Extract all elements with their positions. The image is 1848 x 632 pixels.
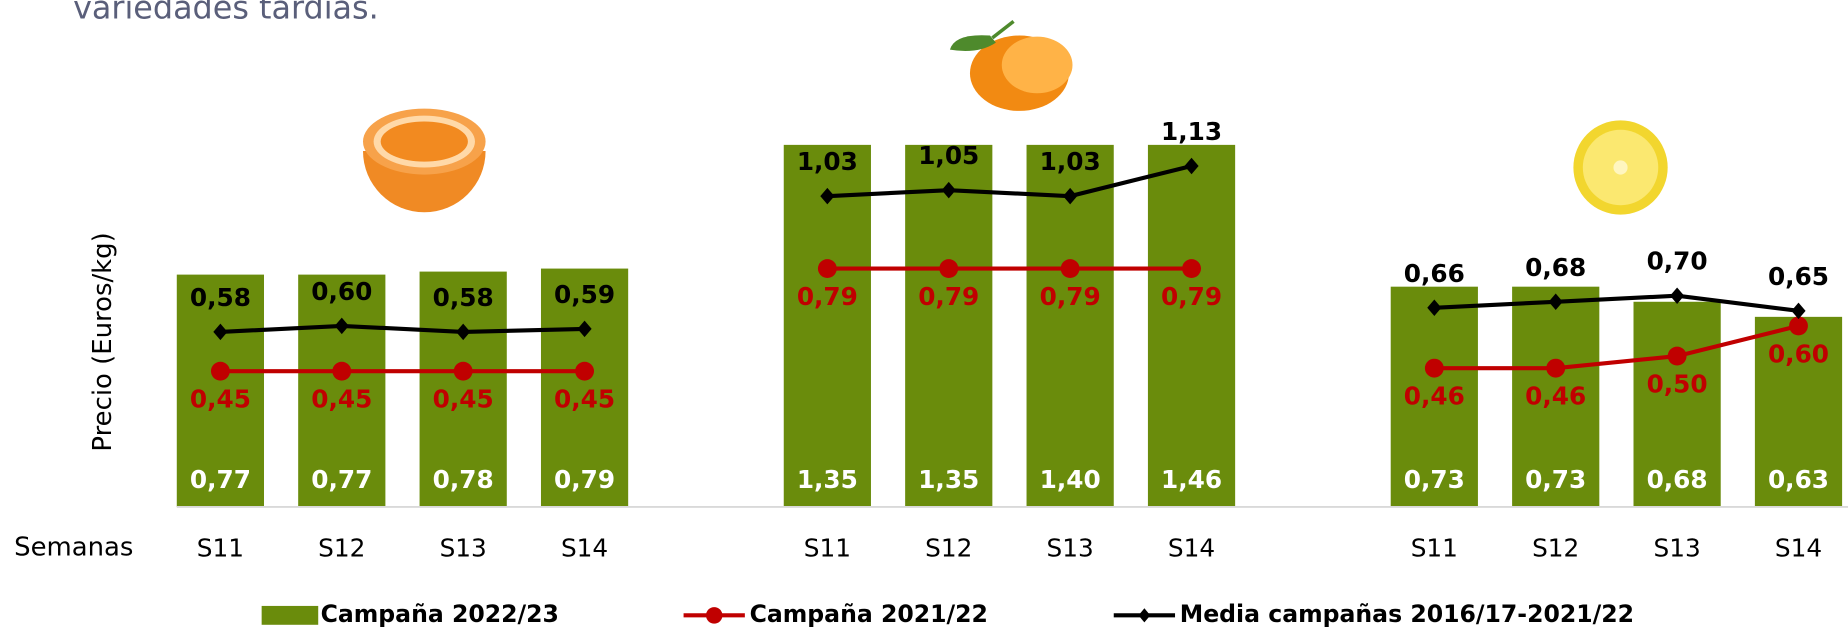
line-marker [1789, 316, 1808, 335]
line-marker [332, 362, 351, 381]
x-tick-label: S13 [440, 533, 487, 562]
line-value-label: 0,70 [1647, 247, 1708, 276]
line-marker [211, 362, 230, 381]
line-value-label: 1,13 [1161, 117, 1222, 146]
x-axis-title: Semanas [14, 533, 133, 563]
line-value-label: 0,65 [1768, 262, 1829, 291]
legend-marker [706, 607, 723, 624]
line-marker [1670, 287, 1684, 303]
page: {"chart_data": { "type": "bar-line", "ti… [0, 0, 1848, 632]
bar-value-label: 0,73 [1525, 465, 1586, 494]
line-marker [1182, 259, 1201, 278]
line-value-label: 0,79 [797, 282, 858, 311]
line-value-label: 0,58 [190, 283, 251, 312]
line-value-label: 1,03 [1040, 147, 1101, 176]
line-marker [1061, 259, 1080, 278]
bar-value-label: 1,35 [797, 465, 858, 494]
chart-title: variedades tardías. [73, 0, 379, 27]
line-value-label: 0,45 [433, 385, 494, 414]
bar-value-label: 1,35 [918, 465, 979, 494]
bar-value-label: 0,79 [554, 465, 615, 494]
bar-value-label: 0,77 [190, 465, 251, 494]
chart: variedades tardías. Precio (Euros/kg) Se… [0, 0, 1848, 632]
line-value-label: 0,46 [1525, 382, 1586, 411]
legend-marker [1139, 608, 1151, 622]
line-value-label: 0,45 [311, 385, 372, 414]
mandarin-icon [950, 21, 1073, 111]
line-marker [1668, 347, 1687, 366]
line-value-label: 1,05 [918, 141, 979, 170]
line-value-label: 0,59 [554, 280, 615, 309]
line-marker [818, 259, 837, 278]
x-tick-label: S13 [1047, 533, 1094, 562]
y-axis-title: Precio (Euros/kg) [88, 232, 118, 451]
line-value-label: 0,79 [1040, 282, 1101, 311]
bar-value-label: 0,77 [311, 465, 372, 494]
line-value-label: 0,60 [311, 277, 372, 306]
line-marker [575, 362, 594, 381]
bar-value-label: 1,46 [1161, 465, 1222, 494]
x-tick-label: S11 [804, 533, 851, 562]
legend-label: Campaña 2021/22 [750, 600, 988, 628]
bar-value-label: 1,40 [1040, 465, 1101, 494]
line-value-label: 0,60 [1768, 339, 1829, 368]
x-tick-label: S11 [1411, 533, 1458, 562]
x-tick-label: S12 [925, 533, 972, 562]
orange-icon [363, 109, 486, 213]
bar-value-label: 0,63 [1768, 465, 1829, 494]
line-marker [454, 362, 473, 381]
x-tick-label: S12 [318, 533, 365, 562]
legend-label: Media campañas 2016/17-2021/22 [1180, 600, 1634, 628]
line-marker [939, 259, 958, 278]
line-value-label: 0,58 [433, 283, 494, 312]
line-value-label: 0,46 [1404, 382, 1465, 411]
line-value-label: 0,68 [1525, 253, 1586, 282]
x-tick-label: S14 [1775, 533, 1822, 562]
x-tick-label: S12 [1532, 533, 1579, 562]
line-value-label: 0,45 [190, 385, 251, 414]
x-tick-label: S13 [1653, 533, 1700, 562]
line-value-label: 1,03 [797, 147, 858, 176]
line-value-label: 0,66 [1404, 259, 1465, 288]
x-tick-label: S14 [561, 533, 608, 562]
bar-value-label: 0,73 [1404, 465, 1465, 494]
line-value-label: 0,45 [554, 385, 615, 414]
bar-value-label: 0,68 [1647, 465, 1708, 494]
line-marker [1425, 359, 1444, 378]
x-tick-label: S11 [197, 533, 244, 562]
line-marker [1791, 303, 1805, 320]
legend-swatch [262, 606, 319, 625]
line-marker [1546, 359, 1565, 378]
x-tick-label: S14 [1168, 533, 1215, 562]
line-value-label: 0,79 [918, 282, 979, 311]
legend-label: Campaña 2022/23 [321, 600, 559, 628]
line-value-label: 0,79 [1161, 282, 1222, 311]
lemon-icon [1573, 120, 1667, 214]
line-value-label: 0,50 [1647, 370, 1708, 399]
legend: Campaña 2022/23 Campaña 2021/22 Media camp… [262, 600, 1634, 628]
bar-value-label: 0,78 [433, 465, 494, 494]
